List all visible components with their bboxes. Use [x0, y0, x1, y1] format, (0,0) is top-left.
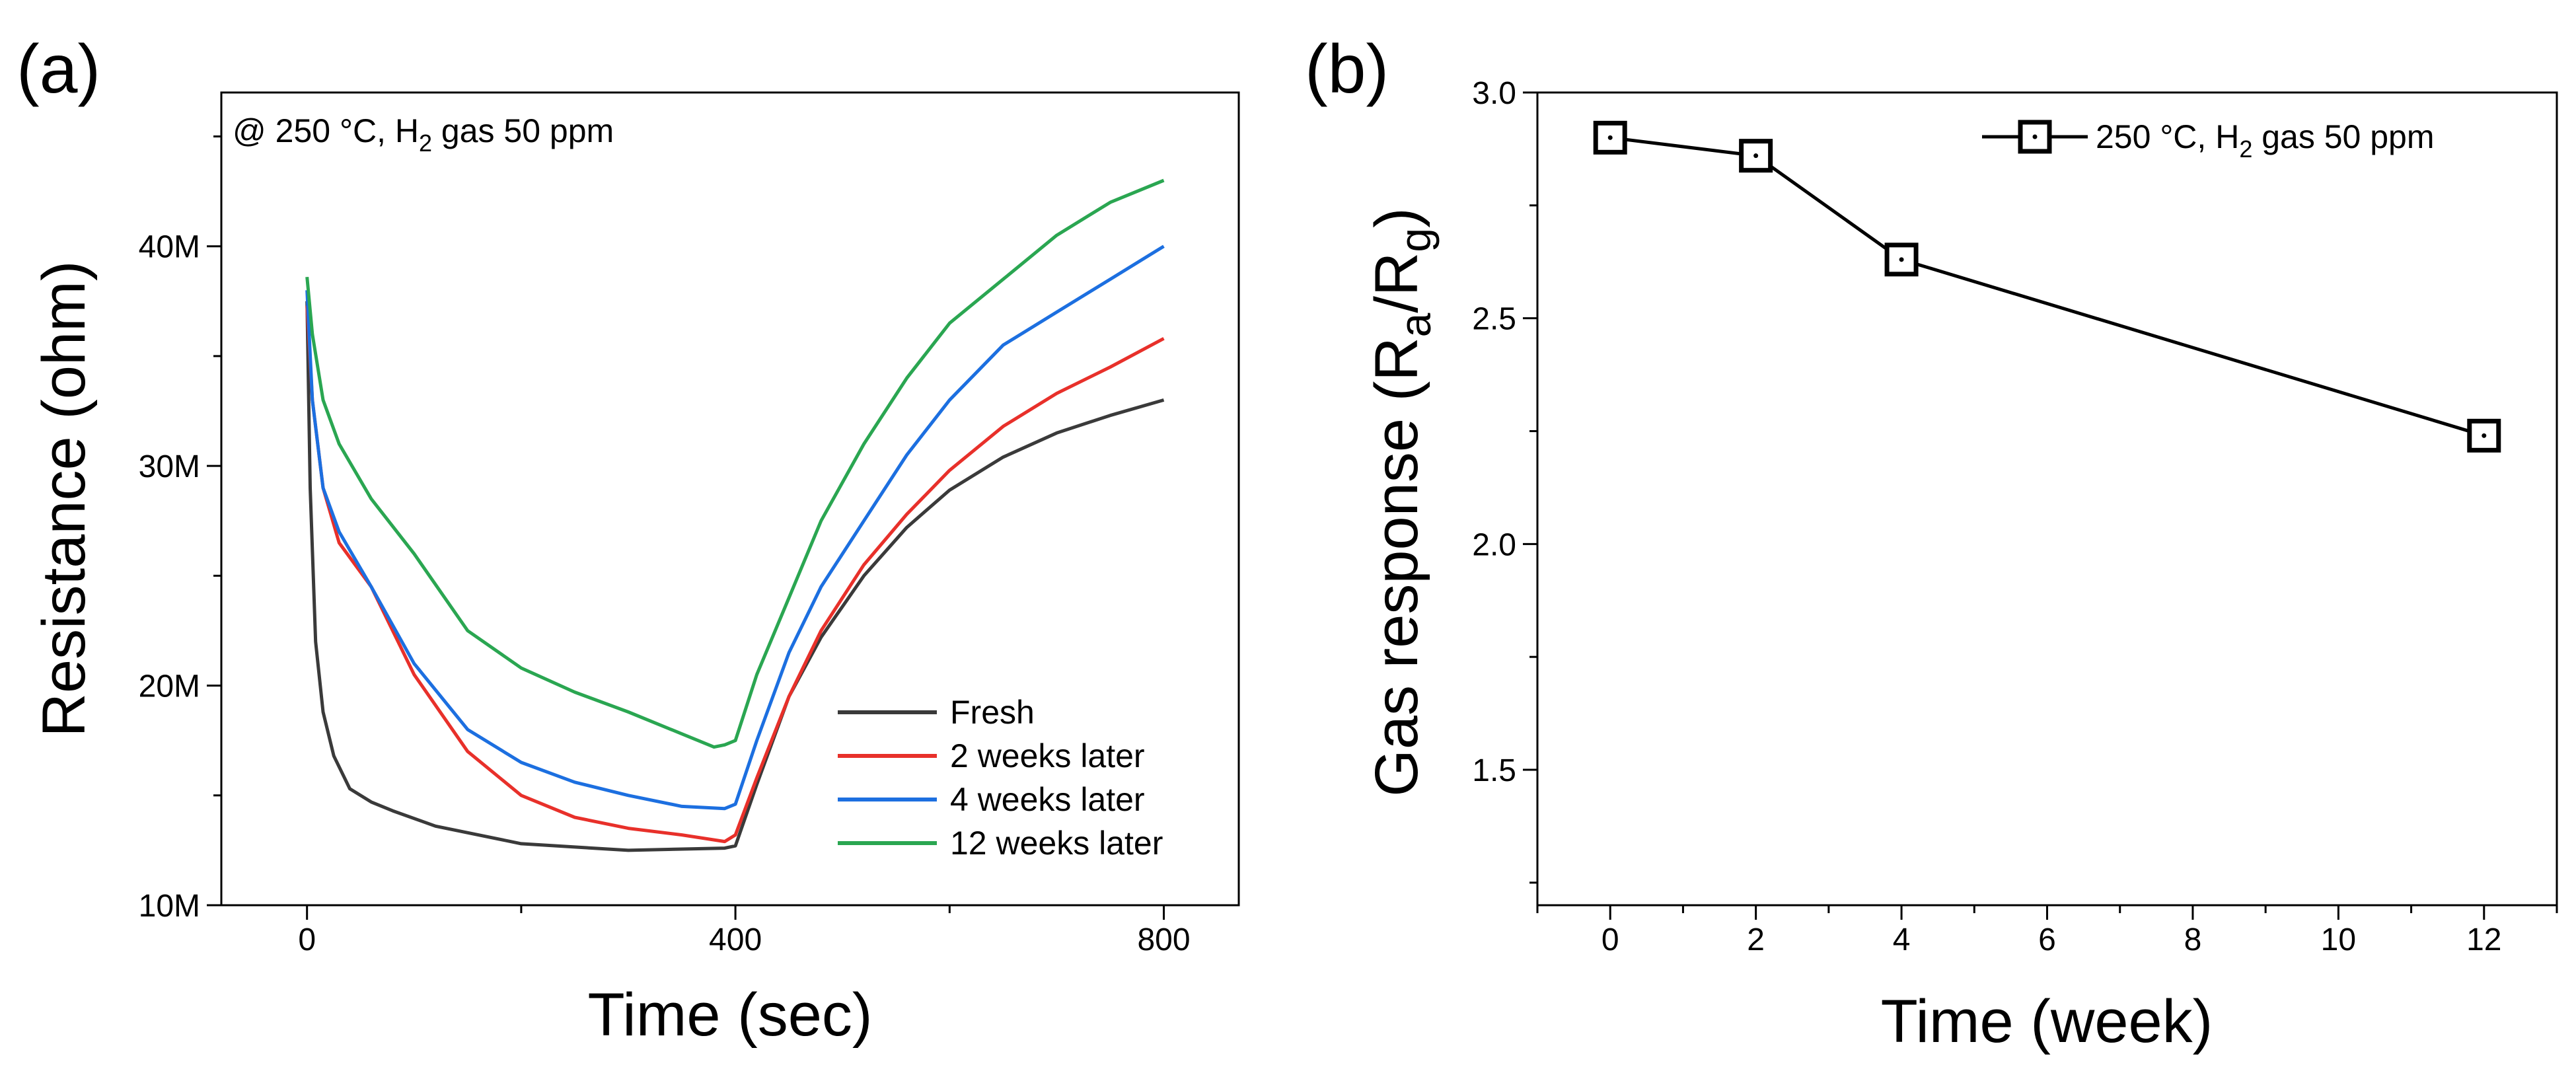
panel-a-y-tick-label: 20M	[139, 669, 200, 704]
panel-a-series-2	[305, 244, 1165, 811]
panel-b-x-tick-label: 2	[1747, 922, 1765, 957]
panel-a-x-tick-label: 400	[709, 922, 762, 957]
panel-a-y-label: Resistance (ohm)	[30, 261, 98, 737]
panel-b-marker-square	[2467, 418, 2501, 453]
panel-a-y-tick-label: 40M	[139, 230, 200, 265]
panel-b-y-tick-label: 2.0	[1472, 527, 1516, 562]
panel-a-x-tick-label: 0	[298, 922, 316, 957]
panel-b-legend-marker-dot	[2032, 134, 2038, 139]
panel-b-y-tick-label: 2.5	[1472, 302, 1516, 337]
panel-a-x-tick-label: 800	[1137, 922, 1190, 957]
panel-b-legend-label: 250 °C, H2 gas 50 ppm	[2096, 118, 2435, 163]
panel-b-x-tick-label: 4	[1893, 922, 1911, 957]
panel-b-legend: 250 °C, H2 gas 50 ppm	[1982, 118, 2435, 163]
panel-a-legend-label: 12 weeks later	[950, 825, 1163, 862]
panel-a-y-tick-label: 10M	[139, 889, 200, 924]
panel-a-legend: Fresh 2 weeks later 4 weeks later 12 weeks …	[838, 694, 1163, 862]
panel-b-y-tick-label: 3.0	[1472, 76, 1516, 111]
panel-b-data-point	[2467, 418, 2501, 453]
panel-b-label: (b)	[1305, 31, 1389, 108]
panel-b-x-tick-label: 10	[2321, 922, 2356, 957]
panel-b-x-tick-label: 8	[2184, 922, 2202, 957]
panel-a-legend-label: Fresh	[950, 694, 1035, 731]
panel-a-legend-label: 2 weeks later	[950, 737, 1145, 774]
panel-b-data-point	[1593, 120, 1627, 155]
panel-a-series-0	[305, 301, 1165, 852]
panel-b-x-tick-label: 6	[2038, 922, 2056, 957]
panel-b-x-tick-label: 12	[2466, 922, 2501, 957]
panel-b-data-point	[1884, 242, 1919, 277]
panel-b-marker-dot	[1607, 135, 1613, 140]
panel-a-legend-label: 4 weeks later	[950, 781, 1145, 818]
panel-a-x-label: Time (sec)	[587, 981, 872, 1049]
panel-a-label: (a)	[17, 31, 100, 108]
panel-a-frame	[220, 91, 1240, 907]
panel-b-frame	[1536, 91, 2558, 907]
panel-a-series-3	[305, 178, 1165, 749]
panel-b-y-tick-label: 1.5	[1472, 753, 1516, 788]
panel-a-y-tick-label: 30M	[139, 449, 200, 484]
panel-b-series-line	[1609, 135, 2485, 437]
panel-b-marker-dot	[1753, 153, 1759, 159]
panel-b-marker-dot	[1899, 257, 1904, 262]
panel-a-series-1	[305, 305, 1165, 844]
panel-b-y-label: Gas response (Ra/Rg)	[1363, 207, 1440, 796]
panel-b-chart: 0 2 4 6 8 10 12 1.5 2.0 2.5 3.0 250 °C, H2 gas 50 …	[1363, 76, 2558, 1055]
panel-b-marker-dot	[2482, 433, 2487, 438]
panel-a-chart: @ 250 °C, H2 gas 50 ppm 0 400 800 10M 20M 30M…	[30, 91, 1240, 1049]
panel-b-x-tick-label: 0	[1601, 922, 1619, 957]
panel-a-annotation: @ 250 °C, H2 gas 50 ppm	[233, 112, 614, 157]
panel-b-x-label: Time (week)	[1881, 988, 2213, 1055]
panel-b-data-point	[1739, 139, 1773, 173]
